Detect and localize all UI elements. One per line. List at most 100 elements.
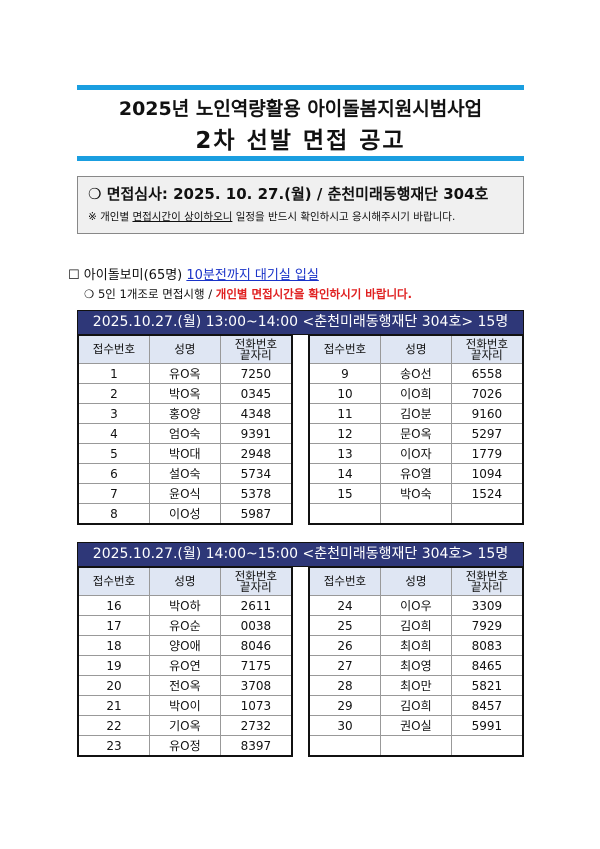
section-sub: ❍ 5인 1개조로 면접시행 / 개인별 면접시간을 확인하시기 바랍니다.	[84, 286, 412, 302]
phone-last-digits-cell: 3309	[450, 595, 524, 616]
table-row: 30 권O실 5991	[308, 715, 524, 736]
name-cell: 이O희	[379, 383, 452, 404]
name-cell: 전O옥	[148, 675, 221, 696]
header-row: 접수번호 성명 전화번호 끝자리	[77, 566, 293, 596]
receipt-number-cell: 6	[77, 463, 150, 484]
phone-last-digits-cell	[450, 503, 524, 525]
notice-headline: ❍ 면접심사: 2025. 10. 27.(월) / 춘천미래동행재단 304호	[88, 183, 488, 204]
phone-last-digits-cell: 8397	[219, 735, 293, 757]
name-cell: 최O만	[379, 675, 452, 696]
table-row: 2 박O옥 0345	[77, 383, 293, 404]
table-row: 21 박O이 1073	[77, 695, 293, 716]
column-header: 전화번호 끝자리	[219, 566, 293, 596]
phone-last-digits-cell: 2611	[219, 595, 293, 616]
table-row: 26 최O희 8083	[308, 635, 524, 656]
table-row	[308, 503, 524, 525]
table-row: 5 박O대 2948	[77, 443, 293, 464]
column-header: 접수번호	[77, 566, 150, 596]
table-row: 20 전O옥 3708	[77, 675, 293, 696]
name-cell: 최O희	[379, 635, 452, 656]
name-cell: 박O대	[148, 443, 221, 464]
phone-last-digits-cell: 8046	[219, 635, 293, 656]
name-cell: 양O애	[148, 635, 221, 656]
receipt-number-cell: 1	[77, 363, 150, 384]
sub-red-text: 개인별 면접시간을 확인하시기 바랍니다.	[215, 287, 412, 301]
table-row: 4 엄O숙 9391	[77, 423, 293, 444]
receipt-number-cell: 29	[308, 695, 381, 716]
table-row: 6 설O숙 5734	[77, 463, 293, 484]
table-row: 23 유O정 8397	[77, 735, 293, 757]
header-row: 접수번호 성명 전화번호 끝자리	[308, 334, 524, 364]
phone-last-digits-cell: 8083	[450, 635, 524, 656]
name-cell: 권O실	[379, 715, 452, 736]
name-cell: 이O자	[379, 443, 452, 464]
bullet-icon: ❍	[84, 287, 95, 301]
table-row: 7 윤O식 5378	[77, 483, 293, 504]
table-row: 11 김O분 9160	[308, 403, 524, 424]
name-cell: 유O연	[148, 655, 221, 676]
name-cell: 문O옥	[379, 423, 452, 444]
phone-last-digits-cell: 7250	[219, 363, 293, 384]
phone-last-digits-cell: 1524	[450, 483, 524, 504]
column-header: 성명	[148, 334, 221, 364]
phone-last-digits-cell: 4348	[219, 403, 293, 424]
phone-last-digits-cell: 7026	[450, 383, 524, 404]
name-cell	[379, 735, 452, 757]
table-row: 9 송O선 6558	[308, 363, 524, 384]
column-header: 성명	[379, 566, 452, 596]
name-cell: 이O우	[379, 595, 452, 616]
receipt-number-cell: 11	[308, 403, 381, 424]
phone-last-digits-cell	[450, 735, 524, 757]
phone-last-digits-cell: 0345	[219, 383, 293, 404]
receipt-number-cell: 22	[77, 715, 150, 736]
note-underlined: 면접시간이 상이하오니	[132, 211, 233, 223]
table-row: 12 문O옥 5297	[308, 423, 524, 444]
column-header: 접수번호	[308, 334, 381, 364]
phone-last-digits-cell: 5991	[450, 715, 524, 736]
name-cell: 유O열	[379, 463, 452, 484]
column-header: 전화번호 끝자리	[450, 334, 524, 364]
name-cell	[379, 503, 452, 525]
name-cell: 박O옥	[148, 383, 221, 404]
checkbox-icon: ☐	[68, 268, 80, 283]
column-header: 접수번호	[77, 334, 150, 364]
phone-last-digits-cell: 8457	[450, 695, 524, 716]
notice-note: ※ 개인별 면접시간이 상이하오니 일정을 반드시 확인하시고 응시해주시기 바…	[88, 209, 455, 224]
phone-last-digits-cell: 0038	[219, 615, 293, 636]
sub-text: 5인 1개조로 면접시행 /	[97, 287, 216, 301]
receipt-number-cell: 28	[308, 675, 381, 696]
name-cell: 유O정	[148, 735, 221, 757]
header-row: 접수번호 성명 전화번호 끝자리	[308, 566, 524, 596]
session-1-table-right: 접수번호 성명 전화번호 끝자리 9 송O선 6558 10 이O희 7026 11 김O분 9160…	[308, 334, 524, 525]
receipt-number-cell: 3	[77, 403, 150, 424]
phone-last-digits-cell: 6558	[450, 363, 524, 384]
phone-last-digits-cell: 9160	[450, 403, 524, 424]
table-row: 27 최O영 8465	[308, 655, 524, 676]
table-row: 3 홍O양 4348	[77, 403, 293, 424]
column-header: 전화번호 끝자리	[219, 334, 293, 364]
table-row: 24 이O우 3309	[308, 595, 524, 616]
bullet-icon: ❍	[88, 185, 102, 203]
name-cell: 유O순	[148, 615, 221, 636]
table-row: 15 박O숙 1524	[308, 483, 524, 504]
column-header: 성명	[379, 334, 452, 364]
table-row	[308, 735, 524, 757]
phone-last-digits-cell: 9391	[219, 423, 293, 444]
receipt-number-cell: 4	[77, 423, 150, 444]
column-header: 성명	[148, 566, 221, 596]
session-1-heading: 2025.10.27.(월) 13:00~14:00 <춘천미래동행재단 304…	[77, 310, 524, 335]
table-row: 10 이O희 7026	[308, 383, 524, 404]
session-2-heading: 2025.10.27.(월) 14:00~15:00 <춘천미래동행재단 304…	[77, 542, 524, 567]
table-row: 13 이O자 1779	[308, 443, 524, 464]
receipt-number-cell: 15	[308, 483, 381, 504]
receipt-number-cell	[308, 735, 381, 757]
name-cell: 기O옥	[148, 715, 221, 736]
section-label: 아이돌보미(65명)	[83, 268, 183, 283]
phone-last-digits-cell: 3708	[219, 675, 293, 696]
column-header: 전화번호 끝자리	[450, 566, 524, 596]
table-row: 28 최O만 5821	[308, 675, 524, 696]
receipt-number-cell	[308, 503, 381, 525]
receipt-number-cell: 14	[308, 463, 381, 484]
phone-last-digits-cell: 5297	[450, 423, 524, 444]
